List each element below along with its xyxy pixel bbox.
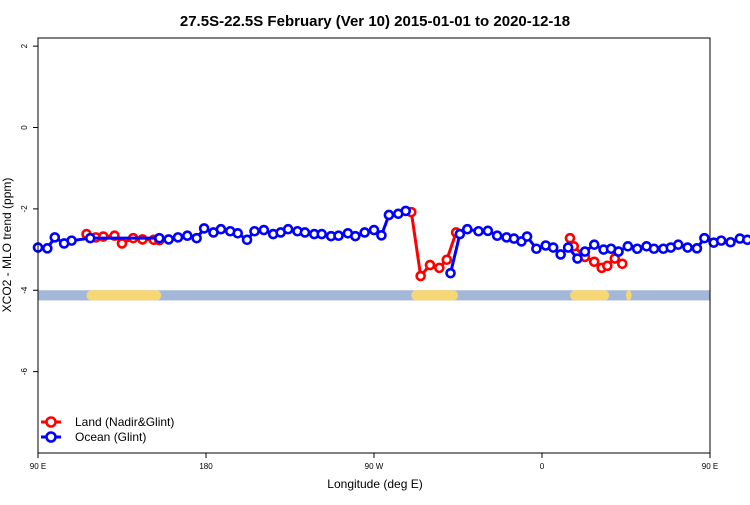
series-ocean	[32, 205, 750, 279]
data-point	[715, 235, 727, 246]
data-point	[191, 232, 202, 244]
data-point	[445, 267, 456, 279]
data-point	[531, 243, 542, 255]
data-point	[415, 270, 426, 282]
data-point	[491, 230, 503, 242]
data-point	[622, 241, 634, 252]
data-point	[602, 260, 613, 272]
data-point	[682, 242, 693, 253]
data-point	[198, 223, 210, 234]
data-point	[588, 239, 600, 250]
data-point	[359, 227, 370, 238]
legend-label-land: Land (Nadir&Glint)	[75, 415, 174, 429]
land-band-segment	[411, 290, 458, 301]
x-tick-label: 180	[199, 462, 213, 471]
data-point	[368, 224, 380, 236]
x-tick-label: 90 E	[30, 462, 46, 471]
y-tick-label: -6	[20, 368, 29, 376]
y-axis-label: XCO2 - MLO trend (ppm)	[0, 178, 14, 313]
data-point	[241, 234, 253, 246]
legend-marker-ocean	[45, 431, 57, 443]
data-point	[299, 227, 311, 238]
data-point	[249, 225, 260, 237]
data-point	[424, 259, 436, 271]
data-point	[555, 249, 566, 260]
land-ocean-band	[38, 290, 710, 301]
y-tick-label: 0	[20, 125, 29, 130]
data-point	[473, 225, 484, 237]
ocean-band	[38, 290, 710, 301]
data-point	[462, 223, 473, 235]
series-layer	[32, 205, 750, 282]
data-point	[154, 232, 165, 244]
data-point	[616, 258, 628, 270]
land-band-segment	[626, 290, 632, 301]
data-point	[454, 228, 466, 240]
data-point	[613, 246, 624, 257]
land-band-segment	[570, 290, 610, 301]
data-point	[215, 223, 227, 235]
land-band-segment	[86, 290, 162, 301]
data-point	[564, 232, 576, 244]
data-point	[400, 205, 412, 217]
data-point	[316, 228, 328, 240]
chart-title: 27.5S-22.5S February (Ver 10) 2015-01-01…	[180, 13, 570, 30]
data-point	[333, 230, 344, 242]
data-point	[350, 230, 361, 242]
data-point	[258, 224, 270, 236]
data-point	[672, 239, 684, 250]
x-tick-label: 0	[540, 462, 545, 471]
data-point	[116, 238, 128, 249]
legend-marker-land	[45, 416, 57, 428]
data-point	[691, 243, 703, 254]
data-point	[521, 231, 533, 242]
legend: Land (Nadir&Glint) Ocean (Glint)	[41, 415, 174, 444]
y-tick-label: 2	[20, 43, 29, 48]
data-point	[725, 236, 736, 248]
data-point	[631, 243, 643, 255]
data-point	[282, 223, 294, 235]
legend-label-ocean: Ocean (Glint)	[75, 430, 146, 444]
data-point	[547, 242, 559, 253]
data-point	[163, 234, 174, 245]
data-point	[383, 209, 395, 221]
data-point	[562, 242, 574, 253]
data-point	[482, 225, 494, 237]
data-point	[42, 243, 53, 254]
data-point	[699, 232, 710, 244]
data-point	[49, 232, 61, 243]
x-axis-label: Longitude (deg E)	[327, 477, 422, 491]
data-point	[572, 253, 583, 264]
data-point	[232, 227, 244, 239]
y-tick-label: -2	[20, 205, 29, 213]
data-point	[441, 254, 453, 266]
data-point	[434, 262, 445, 274]
data-point	[84, 232, 96, 244]
data-point	[376, 230, 387, 241]
data-point	[172, 232, 184, 243]
data-point	[742, 234, 750, 246]
plot-frame	[37, 37, 711, 454]
data-point	[588, 256, 600, 268]
data-point	[579, 246, 591, 257]
x-tick-label: 90 E	[702, 462, 718, 471]
data-point	[648, 243, 660, 255]
x-tick-label: 90 W	[365, 462, 384, 471]
y-tick-label: -4	[20, 286, 29, 294]
data-point	[66, 235, 77, 246]
data-point	[182, 230, 193, 242]
